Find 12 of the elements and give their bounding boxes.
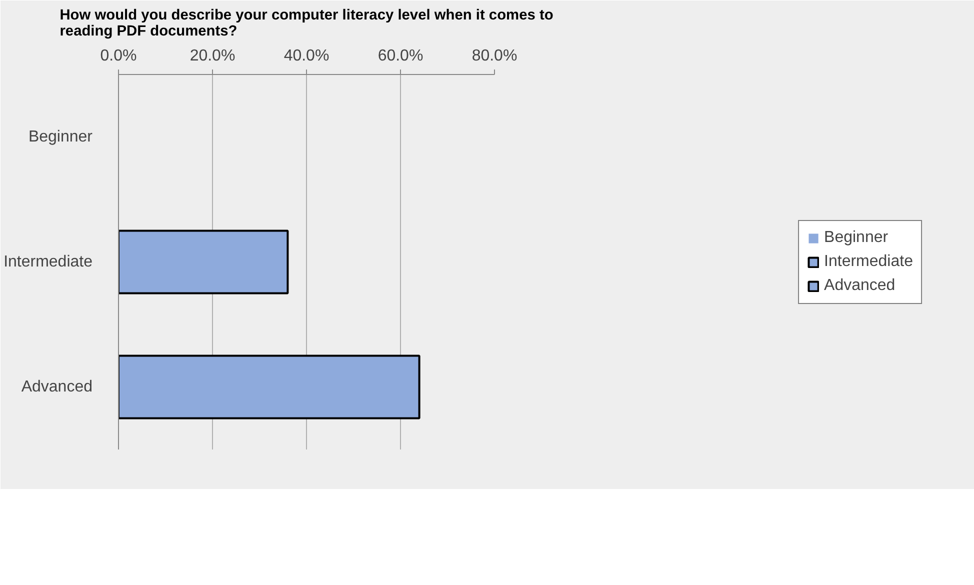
x-tick-label: 20.0% [190,48,236,64]
x-tick-label: 40.0% [284,48,330,64]
x-tick-label: 0.0% [100,48,137,64]
chart-title: How would you describe your computer literacy level when it comes to reading PDF documents? [60,8,554,40]
y-tick-label: Advanced [21,378,93,396]
x-tick-label: 80.0% [472,48,518,64]
legend-label: Intermediate [824,252,913,270]
x-tick-label: 60.0% [378,48,424,64]
legend-label: Advanced [824,276,896,294]
legend-label: Beginner [824,228,888,246]
y-tick-label: Beginner [28,128,94,146]
y-tick-label: Intermediate [4,254,93,270]
